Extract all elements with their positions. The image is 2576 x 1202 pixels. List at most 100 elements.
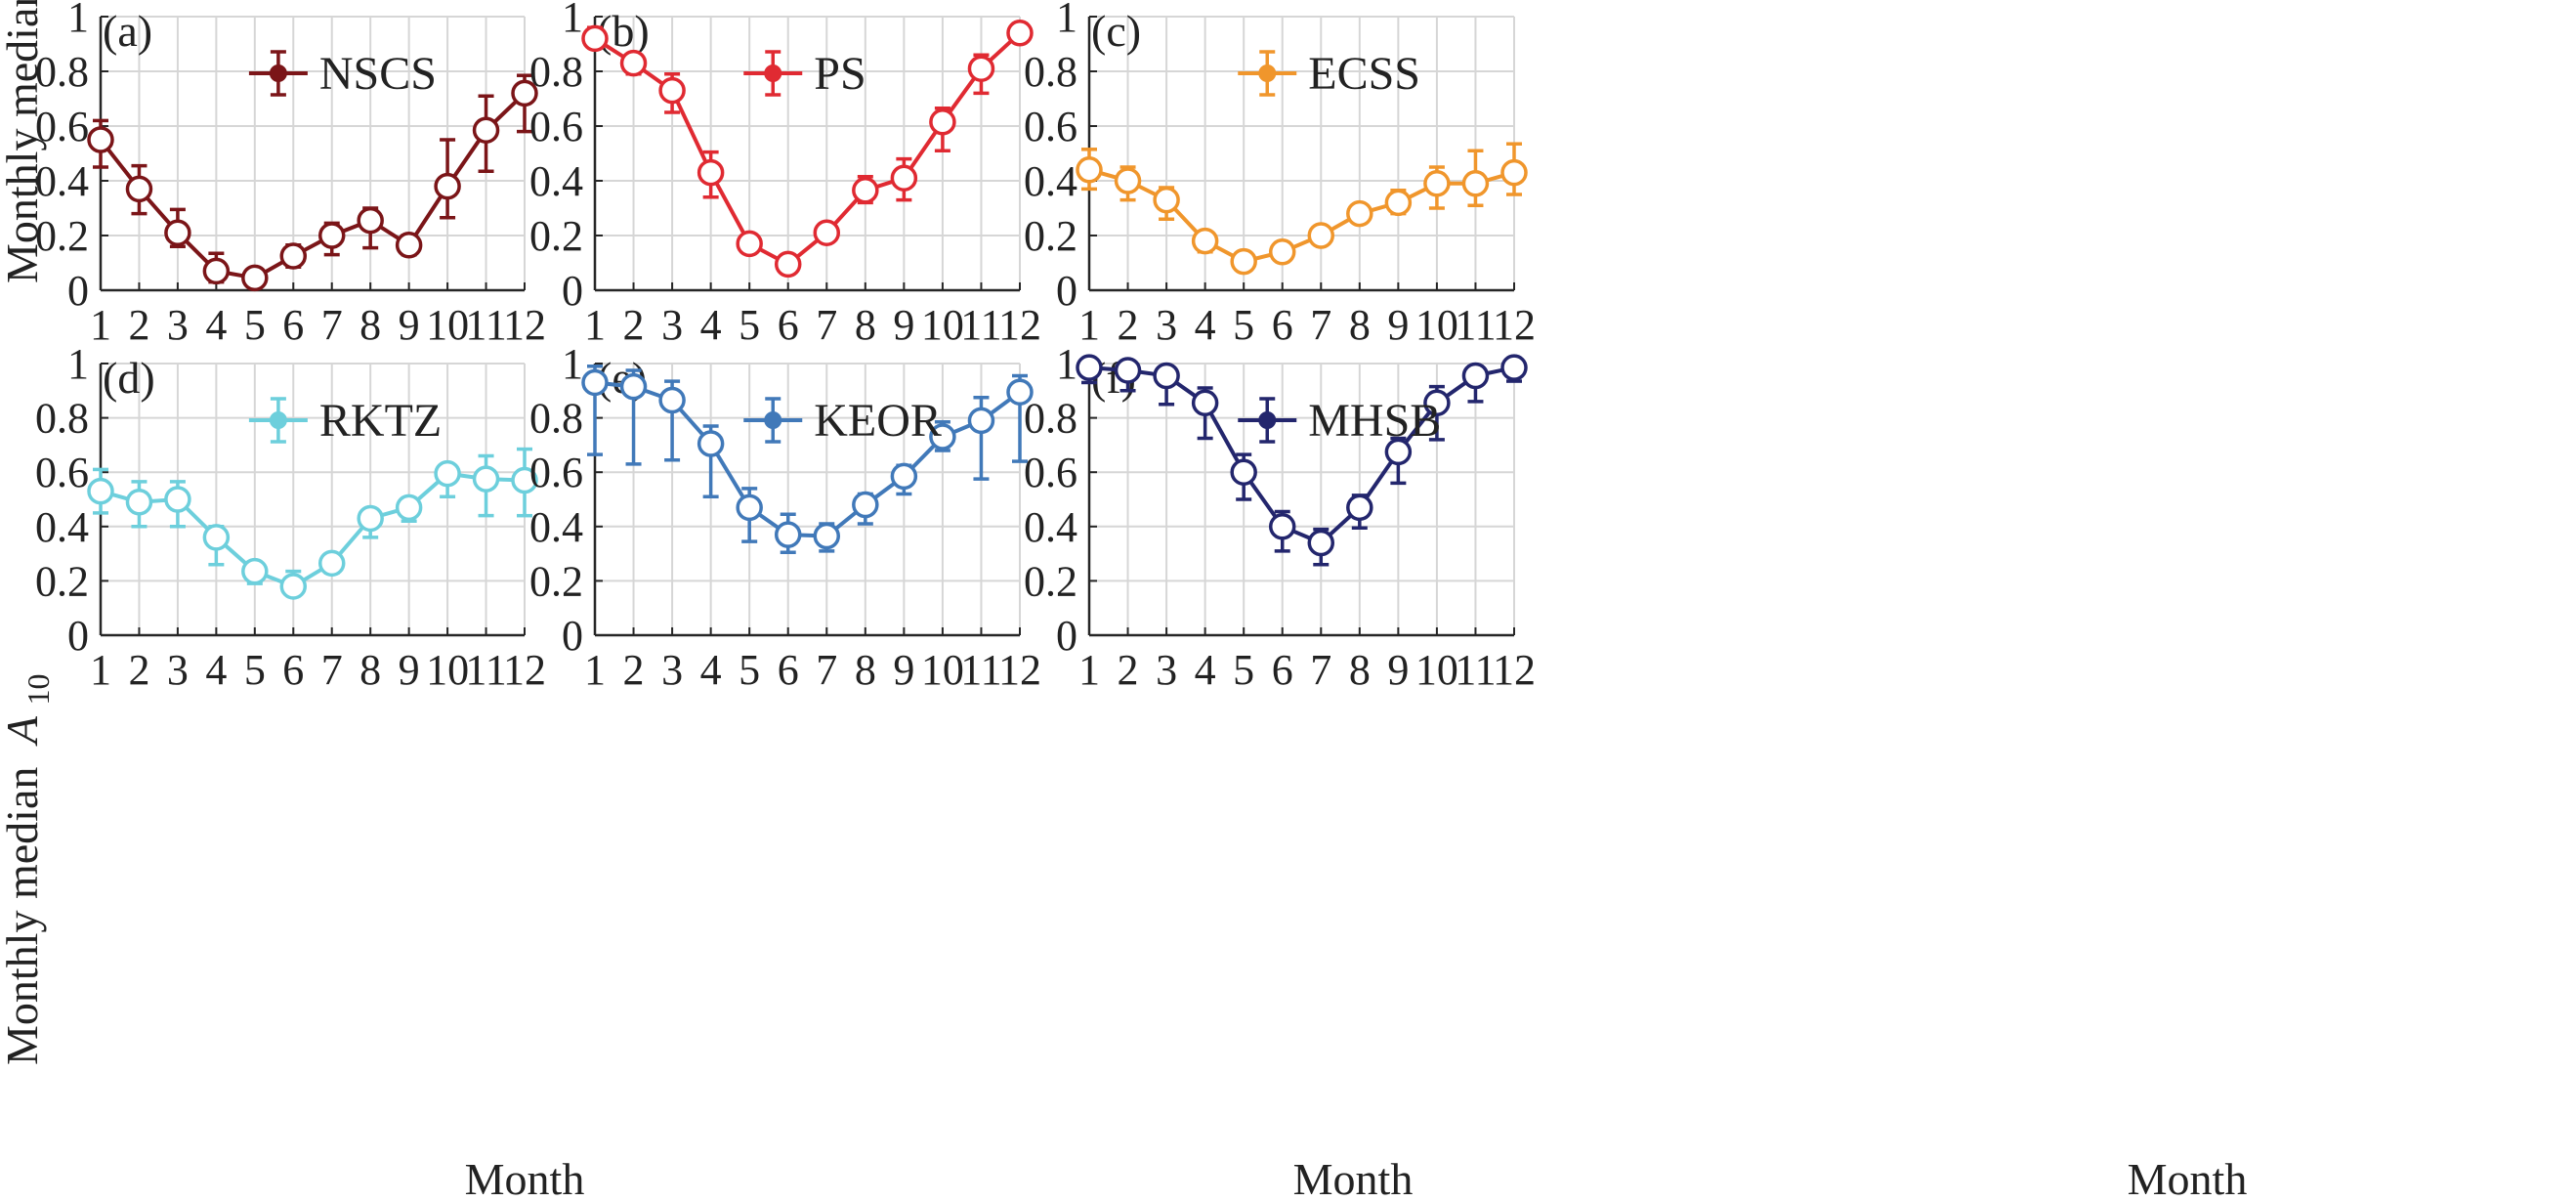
x-tick-label: 2 [1118, 301, 1139, 349]
y-tick-label: 0 [562, 267, 583, 315]
data-point [967, 55, 995, 82]
x-tick-label: 2 [623, 646, 645, 694]
panel-label: (a) [103, 6, 152, 56]
data-point [202, 257, 231, 285]
legend-marker [764, 411, 782, 429]
y-tick-label: 0.6 [35, 449, 89, 496]
data-point [852, 177, 879, 204]
x-tick-label: 12 [1493, 646, 1536, 694]
x-tick-label: 5 [1233, 301, 1254, 349]
data-point [1230, 247, 1257, 276]
data-point [241, 557, 269, 585]
data-point [164, 486, 191, 513]
data-point [1461, 362, 1490, 390]
data-point [1307, 222, 1335, 249]
x-tick-label: 3 [167, 646, 189, 694]
y-tick-label: 0.4 [1024, 503, 1077, 551]
x-tick-label: 1 [584, 646, 606, 694]
y-tick-label: 1 [1056, 340, 1077, 388]
y-axis-label-text: Monthly median [0, 767, 47, 1065]
data-point [619, 49, 648, 77]
x-tick-label: 5 [244, 646, 266, 694]
legend-marker [269, 64, 287, 82]
data-point [1191, 389, 1219, 417]
y-tick-label: 1 [67, 0, 89, 41]
x-tick-label: 7 [321, 646, 343, 694]
data-point [241, 264, 269, 292]
x-tick-label: 6 [1272, 301, 1293, 349]
data-point [1006, 20, 1034, 47]
x-tick-label: 5 [739, 301, 760, 349]
x-tick-label: 10 [921, 646, 964, 694]
data-point [813, 219, 841, 246]
legend-marker [764, 64, 782, 82]
series-line [99, 91, 527, 280]
y-axis-label-symbol: A [0, 715, 47, 747]
x-tick-label: 11 [1455, 301, 1496, 349]
y-tick-label: 0.4 [529, 157, 583, 205]
data-point [164, 219, 191, 246]
data-point [619, 372, 648, 401]
x-tick-label: 11 [1455, 646, 1496, 694]
x-tick-label: 1 [1078, 646, 1100, 694]
y-tick-label: 0.8 [1024, 395, 1077, 443]
data-point [736, 494, 763, 522]
x-tick-label: 2 [623, 301, 645, 349]
y-tick-label: 0.8 [1024, 48, 1077, 96]
series-line [1088, 167, 1515, 264]
data-point [279, 573, 308, 600]
legend-marker [269, 411, 287, 429]
x-tick-label: 4 [700, 301, 722, 349]
data-point [279, 242, 308, 270]
y-tick-label: 0 [1056, 267, 1077, 315]
data-point [1191, 227, 1219, 255]
data-point [967, 407, 995, 435]
y-tick-label: 1 [67, 340, 89, 388]
x-tick-label: 6 [282, 646, 304, 694]
data-point [581, 368, 609, 397]
y-tick-label: 0.8 [35, 395, 89, 443]
x-tick-label: 11 [960, 646, 1001, 694]
legend-label: ECSS [1308, 48, 1420, 100]
data-point [434, 172, 461, 200]
x-tick-label: 8 [1349, 301, 1371, 349]
x-tick-label: 7 [321, 301, 343, 349]
data-point [697, 430, 725, 457]
x-tick-label: 10 [921, 301, 964, 349]
data-point [317, 222, 346, 249]
y-tick-label: 0 [1056, 612, 1077, 660]
y-tick-label: 0 [67, 612, 89, 660]
x-tick-label: 10 [1415, 646, 1458, 694]
y-tick-label: 0.2 [529, 557, 583, 605]
x-tick-label: 4 [700, 646, 722, 694]
x-tick-label: 9 [893, 646, 914, 694]
data-point [890, 164, 918, 192]
y-tick-label: 0.4 [1024, 157, 1077, 205]
x-tick-label: 4 [205, 646, 227, 694]
x-tick-label: 9 [1387, 301, 1409, 349]
y-axis-label-top: Monthly median A 10 [0, 0, 56, 283]
data-point [1230, 458, 1257, 486]
x-tick-label: 2 [1118, 646, 1139, 694]
y-tick-label: 0.2 [35, 557, 89, 605]
series-line [593, 31, 1022, 267]
x-tick-label: 6 [778, 646, 799, 694]
x-tick-label: 1 [584, 301, 606, 349]
data-point [1423, 389, 1451, 417]
x-tick-label: 12 [503, 301, 546, 349]
panel-label: (c) [1091, 6, 1141, 56]
data-point [1114, 357, 1142, 384]
x-tick-label: 5 [1233, 646, 1254, 694]
y-tick-label: 0.2 [35, 212, 89, 260]
x-tick-label: 12 [503, 646, 546, 694]
x-tick-label: 5 [739, 646, 760, 694]
data-point [1500, 158, 1528, 187]
data-point [1346, 494, 1373, 522]
data-point [697, 158, 725, 187]
x-tick-label: 3 [1156, 301, 1177, 349]
data-point [929, 108, 956, 136]
x-tick-label: 9 [399, 646, 420, 694]
